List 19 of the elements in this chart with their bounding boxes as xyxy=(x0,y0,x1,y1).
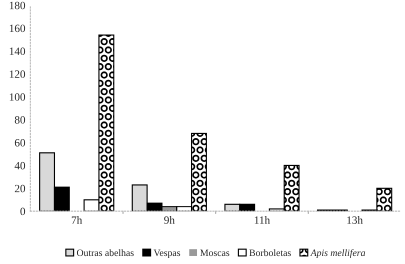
x-tick-label: 11h xyxy=(254,216,270,224)
legend-label: Vespas xyxy=(154,250,180,258)
y-tick-label: 80 xyxy=(14,116,26,124)
y-tick-label: 60 xyxy=(14,139,26,147)
legend-label: Apis mellifera xyxy=(310,249,366,258)
x-tick-label: 7h xyxy=(72,216,82,224)
y-tick-label: 160 xyxy=(10,24,26,32)
y-tick-label: 180 xyxy=(10,2,26,10)
x-tick-label: 13h xyxy=(347,216,363,224)
y-tick-label: 0 xyxy=(20,208,26,216)
y-tick-label: 120 xyxy=(10,70,26,78)
legend-label: Moscas xyxy=(200,250,230,256)
y-tick-label: 140 xyxy=(10,48,26,56)
y-tick-label: 20 xyxy=(14,184,26,192)
legend-label: Borboletas xyxy=(249,249,291,256)
x-tick-label: 9h xyxy=(164,216,175,224)
y-tick-label: 100 xyxy=(10,93,26,101)
y-tick-label: 40 xyxy=(14,162,26,170)
legend-label: Outras abelhas xyxy=(76,249,134,256)
